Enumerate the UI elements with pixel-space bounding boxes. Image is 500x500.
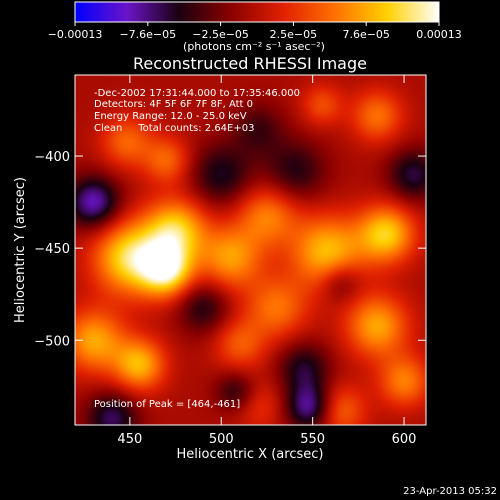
plot-annotations: -Dec-2002 17:31:44.000 to 17:35:46.000 D… [94,88,300,410]
x-axis-ticks: 450 500 550 600 [117,75,416,447]
x-tick-label: 600 [392,432,417,447]
colorbar-tick-label: 2.5e−05 [270,28,317,41]
plot-frame [74,74,427,426]
x-tick-label: 550 [300,432,325,447]
heatmap-container [75,75,426,425]
annotation-detectors: Detectors: 4F 5F 6F 7F 8F, Att 0 [94,99,253,110]
annotation-time-range: -Dec-2002 17:31:44.000 to 17:35:46.000 [94,88,300,99]
x-tick-label: 500 [209,432,234,447]
x-axis-label: Heliocentric X (arcsec) [177,447,324,462]
x-tick-label: 450 [117,432,142,447]
y-axis-ticks: −400 −450 −500 [34,150,426,349]
colorbar-tick-label: 7.6e−05 [342,28,389,41]
colorbar-tick-label: −2.5e−05 [192,28,249,41]
colorbar-unit-label: (photons cm⁻² s⁻¹ asec⁻²) [183,40,325,53]
colorbar-ticks: −0.00013 −7.6e−05 −2.5e−05 2.5e−05 7.6e−05 0.… [48,22,462,41]
colorbar-tick-label: 0.00013 [416,28,462,41]
render-timestamp: 23-Apr-2013 05:32 [403,486,497,497]
colorbar-tick-label: −7.6e−05 [119,28,176,41]
y-tick-label: −450 [34,242,70,257]
annotation-energy-range: Energy Range: 12.0 - 25.0 keV [94,111,247,122]
annotation-total-counts: Clean Total counts: 2.64E+03 [94,123,254,134]
colorbar: −0.00013 −7.6e−05 −2.5e−05 2.5e−05 7.6e−05 0.… [48,1,462,53]
annotation-peak-position: Position of Peak = [464,-461] [94,399,240,410]
chart-title: Reconstructed RHESSI Image [133,54,367,73]
colorbar-tick-label: −0.00013 [48,28,103,41]
y-tick-label: −400 [34,150,70,165]
colorbar-bar [74,1,440,23]
y-tick-label: −500 [34,334,70,349]
heatmap-image [75,75,426,425]
y-axis-label: Heliocentric Y (arcsec) [13,177,28,323]
